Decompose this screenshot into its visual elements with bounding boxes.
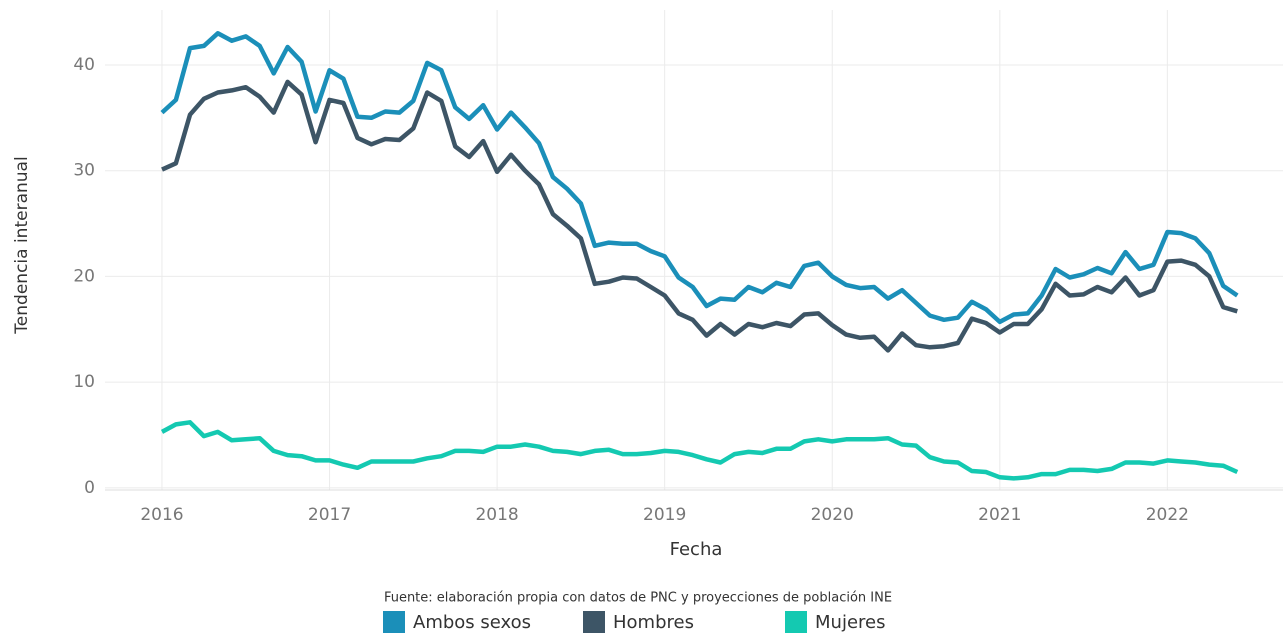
x-tick-label: 2016 — [140, 505, 183, 525]
legend-label: Ambos sexos — [413, 612, 531, 633]
legend-swatch — [583, 611, 605, 633]
y-tick-label: 10 — [73, 372, 95, 392]
legend-label: Hombres — [613, 612, 694, 633]
y-tick-label: 20 — [73, 266, 95, 286]
caption: Fuente: elaboración propia con datos de … — [384, 591, 892, 606]
legend-swatch — [383, 611, 405, 633]
series-line — [161, 79, 1238, 353]
y-tick-label: 30 — [73, 161, 95, 181]
x-tick-label: 2021 — [978, 505, 1021, 525]
x-axis-label: Fecha — [670, 539, 723, 560]
y-axis-label: Tendencia interanual — [12, 156, 32, 334]
x-tick-label: 2022 — [1146, 505, 1189, 525]
x-tick-label: 2019 — [643, 505, 686, 525]
y-tick-label: 40 — [73, 55, 95, 75]
x-tick-label: 2018 — [475, 505, 518, 525]
x-tick-label: 2020 — [811, 505, 854, 525]
y-tick-label: 0 — [84, 478, 95, 498]
legend-swatch — [785, 611, 807, 633]
series-line — [160, 420, 1239, 481]
legend-label: Mujeres — [815, 612, 885, 633]
series-line — [160, 31, 1239, 325]
x-tick-label: 2017 — [308, 505, 351, 525]
